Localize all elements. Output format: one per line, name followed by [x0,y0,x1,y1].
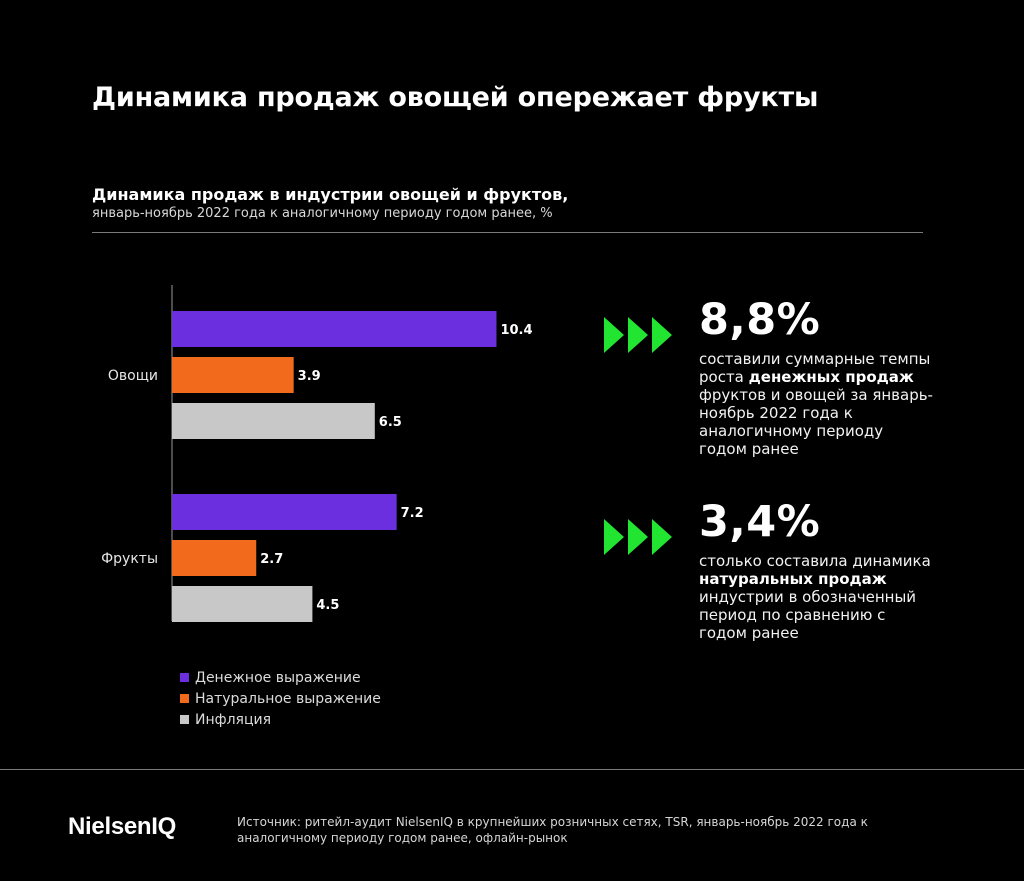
bar-inflation [172,403,375,439]
category-label: Овощи [108,368,158,384]
legend-swatch-money [180,673,189,682]
bar-value-label: 10.4 [500,323,532,338]
bar-value-label: 7.2 [401,506,424,521]
chart-legend: Денежное выражение Натуральное выражение… [180,667,381,730]
stat-text-money-bold: денежных продаж [748,368,914,386]
page-title: Динамика продаж овощей опережает фрукты [92,82,819,113]
triple-chevron-icon [604,317,672,353]
chart-title: Динамика продаж в индустрии овощей и фру… [92,185,569,204]
legend-item-money: Денежное выражение [180,667,381,688]
bar-natural [172,357,294,393]
bar-value-label: 4.5 [316,598,339,613]
stat-text-natural: столько составила динамика натуральных п… [699,552,934,642]
bar-value-label: 2.7 [260,552,283,567]
source-note: Источник: ритейл-аудит NielsenIQ в крупн… [237,815,868,845]
legend-label-natural: Натуральное выражение [195,690,381,707]
stat-text-money-after: фруктов и овощей за январь-ноябрь 2022 г… [699,386,933,458]
legend-label-inflation: Инфляция [195,711,272,728]
legend-swatch-inflation [180,715,189,724]
legend-item-inflation: Инфляция [180,709,381,730]
bar-natural [172,540,257,576]
bar-chart: Овощи 10.4 3.9 6.5 Фрукты 7.2 2.7 4.5 [101,285,533,622]
bar-inflation [172,586,313,622]
stat-text-natural-after: индустрии в обозначенный период по сравн… [699,588,917,642]
legend-swatch-natural [180,694,189,703]
legend-item-natural: Натуральное выражение [180,688,381,709]
bar-money [172,494,397,530]
stat-value-natural: 3,4% [699,497,821,547]
stat-text-natural-before: столько составила динамика [699,552,931,570]
bar-money [172,311,497,347]
stat-text-money-before: составили суммарные темпы роста [699,350,931,386]
stat-text-money: составили суммарные темпы роста денежных… [699,350,934,458]
chart-subtitle: январь-ноябрь 2022 года к аналогичному п… [92,206,553,221]
bar-value-label: 3.9 [298,369,321,384]
category-label: Фрукты [101,551,158,567]
bar-value-label: 6.5 [379,415,402,430]
header-divider [92,232,923,233]
legend-label-money: Денежное выражение [195,669,361,686]
footer-divider [0,769,1024,770]
stat-text-natural-bold: натуральных продаж [699,570,887,588]
nielseniq-logo: NielsenIQ [68,813,177,840]
stat-value-money: 8,8% [699,295,821,345]
triple-chevron-icon [604,519,672,555]
